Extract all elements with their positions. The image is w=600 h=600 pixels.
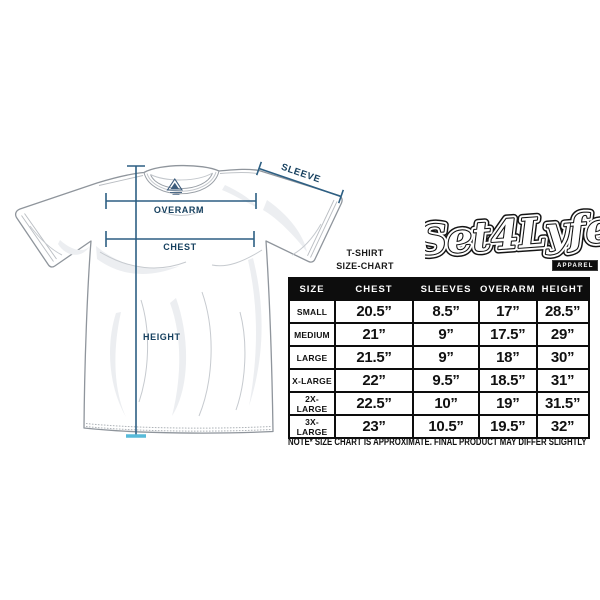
overarm-value-cell: 19.5” xyxy=(478,414,538,439)
size-label-cell: LARGE xyxy=(288,345,336,370)
disclaimer-note: NOTE* SIZE CHART IS APPROXIMATE. FINAL P… xyxy=(288,437,587,448)
collar-tag-logo xyxy=(166,178,184,195)
col-header-overarm: OVERARM xyxy=(478,277,538,301)
size-row: 3X-LARGE 23” 10.5” 19.5” 32” xyxy=(288,414,590,439)
size-label-cell: 2X-LARGE xyxy=(288,391,336,416)
sleeves-value-cell: 9” xyxy=(412,322,480,347)
size-row: LARGE 21.5” 9” 18” 30” xyxy=(288,345,590,370)
sleeves-value-cell: 8.5” xyxy=(412,299,480,324)
col-header-height: HEIGHT xyxy=(535,277,590,301)
size-row: X-LARGE 22” 9.5” 18.5” 31” xyxy=(288,368,590,393)
fabric-shading xyxy=(29,185,322,417)
size-chart-table: SIZE CHEST SLEEVES OVERARM HEIGHT SMALL … xyxy=(288,277,590,439)
size-row: 2X-LARGE 22.5” 10” 19” 31.5” xyxy=(288,391,590,416)
height-value-cell: 31” xyxy=(535,368,590,393)
height-value-cell: 29” xyxy=(535,322,590,347)
chest-value-cell: 22” xyxy=(334,368,414,393)
sleeves-value-cell: 10.5” xyxy=(412,414,480,439)
size-row: SMALL 20.5” 8.5” 17” 28.5” xyxy=(288,299,590,324)
header-row: SIZE CHEST SLEEVES OVERARM HEIGHT xyxy=(288,277,590,301)
col-header-size: SIZE xyxy=(288,277,336,301)
overarm-value-cell: 19” xyxy=(478,391,538,416)
chest-value-cell: 21.5” xyxy=(334,345,414,370)
height-value-cell: 28.5” xyxy=(535,299,590,324)
chest-label: CHEST xyxy=(163,242,197,252)
chest-value-cell: 21” xyxy=(334,322,414,347)
size-label-cell: MEDIUM xyxy=(288,322,336,347)
chest-value-cell: 22.5” xyxy=(334,391,414,416)
chest-value-cell: 20.5” xyxy=(334,299,414,324)
size-label-cell: SMALL xyxy=(288,299,336,324)
height-measure: HEIGHT xyxy=(126,165,181,438)
sleeves-value-cell: 9.5” xyxy=(412,368,480,393)
chest-value-cell: 23” xyxy=(334,414,414,439)
overarm-measure: OVERARM xyxy=(105,193,257,215)
overarm-label: OVERARM xyxy=(154,205,204,215)
sleeves-value-cell: 9” xyxy=(412,345,480,370)
size-row: MEDIUM 21” 9” 17.5” 29” xyxy=(288,322,590,347)
col-header-sleeves: SLEEVES xyxy=(412,277,480,301)
overarm-value-cell: 18.5” xyxy=(478,368,538,393)
height-value-cell: 32” xyxy=(535,414,590,439)
chart-title: T-SHIRT SIZE-CHART xyxy=(322,247,408,273)
brand-logo: Set4Lyfe Set4Lyfe Set4Lyfe Set4Lyfe xyxy=(425,200,600,269)
brand-logo-text-fill: Set4Lyfe xyxy=(425,204,600,264)
size-label-cell: X-LARGE xyxy=(288,368,336,393)
col-header-chest: CHEST xyxy=(334,277,414,301)
chest-measure: CHEST xyxy=(105,231,255,252)
tshirt-illustration xyxy=(14,164,343,434)
height-value-cell: 31.5” xyxy=(535,391,590,416)
height-label: HEIGHT xyxy=(143,332,181,342)
measurement-overlay: OVERARM CHEST HEIGHT SLEEVE xyxy=(105,161,345,438)
height-value-cell: 30” xyxy=(535,345,590,370)
overarm-value-cell: 17.5” xyxy=(478,322,538,347)
size-label-cell: 3X-LARGE xyxy=(288,414,336,439)
chart-title-line2: SIZE-CHART xyxy=(336,261,394,271)
size-rows: SMALL 20.5” 8.5” 17” 28.5” MEDIUM 21” 9”… xyxy=(288,299,590,439)
sleeves-value-cell: 10” xyxy=(412,391,480,416)
chart-title-line1: T-SHIRT xyxy=(346,248,384,258)
brand-apparel-badge: APPAREL xyxy=(552,260,598,271)
stitch-lines xyxy=(21,172,338,432)
overarm-value-cell: 18” xyxy=(478,345,538,370)
overarm-value-cell: 17” xyxy=(478,299,538,324)
